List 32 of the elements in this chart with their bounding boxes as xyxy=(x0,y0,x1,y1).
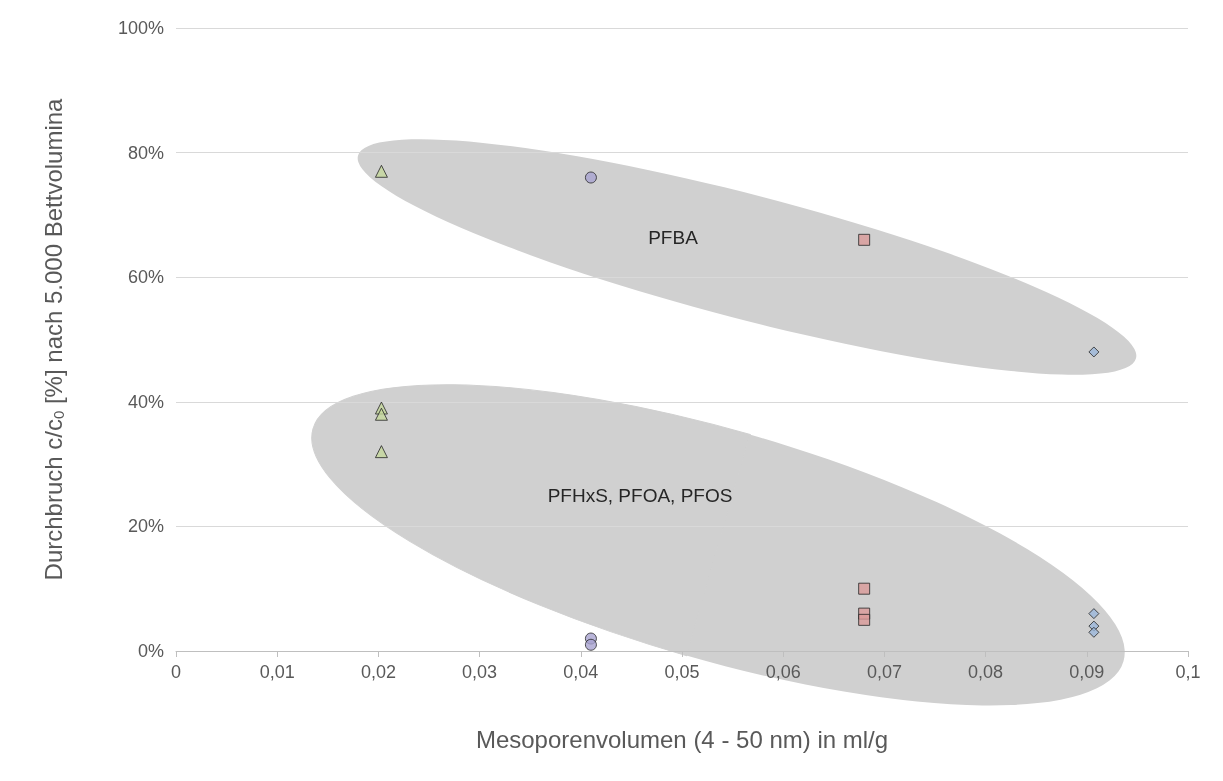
annotation: PFHxS, PFOA, PFOS xyxy=(547,484,733,506)
x-tick-label: 0,02 xyxy=(360,662,396,682)
point xyxy=(1088,626,1100,638)
x-tick-label: 0,07 xyxy=(866,662,902,682)
annotation: PFBA xyxy=(648,226,699,248)
x-tick-label: 0,09 xyxy=(1069,662,1105,682)
x-tick-label: 0,03 xyxy=(462,662,498,682)
point xyxy=(858,582,871,595)
y-tick-label: 0% xyxy=(137,641,164,661)
x-axis-title: Mesoporenvolumen (4 - 50 nm) in ml/g xyxy=(475,725,889,753)
y-tick-label: 60% xyxy=(127,267,164,288)
y-tick-label: 100% xyxy=(117,18,164,38)
y-tick-label: 80% xyxy=(127,142,164,163)
x-tick-label: 0,01 xyxy=(259,662,295,682)
x-tick-label: 0,1 xyxy=(1175,662,1201,682)
point xyxy=(374,407,388,421)
x-tick-label: 0,04 xyxy=(563,662,599,682)
x-tick-label: 0 xyxy=(170,662,182,682)
y-tick-label: 40% xyxy=(127,391,164,412)
point xyxy=(1088,346,1100,358)
y-tick-label: 20% xyxy=(127,516,164,537)
x-tick-label: 0,08 xyxy=(968,662,1004,682)
point xyxy=(584,171,597,184)
y-axis-title: Durchbruch c/c0 [%] nach 5.000 Bettvolumina xyxy=(40,97,67,581)
point xyxy=(1088,608,1100,620)
point xyxy=(374,445,388,459)
point xyxy=(584,638,597,651)
point xyxy=(858,233,871,246)
x-tick-label: 0,06 xyxy=(765,662,801,682)
point xyxy=(374,164,388,178)
x-tick-label: 0,05 xyxy=(664,662,700,682)
point xyxy=(858,613,871,626)
